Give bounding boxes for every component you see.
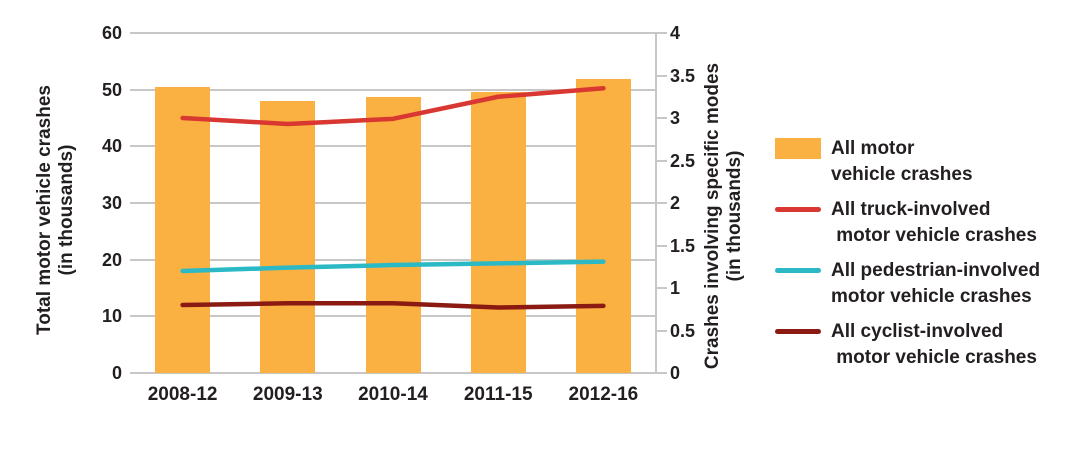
plot-area: 60 50 40 30 20 10 0 4 3.5 3 2.5 2 1.5 1 0.5 0 2008-12 200… [102,23,695,405]
bar-2010-14 [365,97,421,373]
legend-label-line: All pedestrian-involved [831,260,1041,281]
legend-swatch-bar_orange [775,138,821,159]
legend-label-line: motor vehicle crashes [831,286,1032,307]
left-axis-tick-label: 60 [101,23,122,43]
legend-swatch-line_red [775,207,821,212]
legend-swatch-line_cyan [775,268,821,273]
x-axis-label-2009-13: 2009-13 [252,384,323,405]
legend-label-2: All pedestrian-involved motor vehicle cra… [831,258,1040,310]
right-axis-tick-label: 3 [670,108,681,128]
line-series-layer [180,86,606,310]
x-axis-label-2012-16: 2012-16 [568,384,639,405]
line-line_cyan [180,259,606,274]
right-axis-tick [656,372,667,374]
gridline [130,372,656,374]
right-axis-tick-label: 4 [670,23,681,43]
right-axis-tick-label: 0.5 [670,320,696,341]
right-axis-title-line2: (in thousands) [724,150,745,282]
bar-2012-16 [575,78,631,373]
legend-item-1: All truck-involved motor vehicle crashes [775,197,1040,249]
bar-2008-12 [155,86,211,373]
gridline [130,88,656,91]
legend-label-line: All truck-involved [831,199,991,220]
legend-label-line: All cyclist-involved [831,321,1004,342]
left-axis-tick-label: 20 [101,249,122,270]
left-axis-tick-label: 10 [101,306,122,327]
legend-item-3: All cyclist-involved motor vehicle crash… [775,319,1040,371]
legend-swatch-line_dark_red [775,329,821,334]
right-axis-tick [656,117,667,119]
chart-legend: All motor vehicle crashes All truck-involv… [775,136,1040,380]
x-axis-label-2008-12: 2008-12 [147,384,218,405]
right-axis-tick-label: 2.5 [670,150,696,171]
x-axis-label-2011-15: 2011-15 [463,384,533,405]
legend-label-line: vehicle crashes [831,164,973,185]
legend-label-0: All motor vehicle crashes [831,136,973,188]
left-axis-title: Total motor vehicle crashes (in thousand… [34,40,78,380]
right-axis-tick [656,159,667,162]
right-axis-tick [656,287,667,289]
x-axis-label-2010-14: 2010-14 [358,384,428,405]
left-axis-tick-label: 50 [101,79,122,100]
line-line_red [180,86,606,127]
left-axis-tick-label: 0 [111,363,122,383]
right-axis-tick-label: 1 [670,278,681,298]
legend-item-2: All pedestrian-involved motor vehicle cra… [775,258,1040,310]
legend-label-line: All motor [831,138,915,159]
right-axis-tick-label: 3.5 [670,65,696,86]
left-axis-tick-label: 30 [101,193,122,213]
gridline [130,32,656,34]
left-axis-tick-label: 40 [101,136,122,157]
legend-label-line: motor vehicle crashes [831,225,1037,246]
legend-label-line: motor vehicle crashes [831,347,1037,368]
legend-label-3: All cyclist-involved motor vehicle crash… [831,319,1037,371]
left-axis-title-line1: Total motor vehicle crashes [34,85,55,335]
bar-2009-13 [260,101,316,373]
right-axis-tick [656,329,667,332]
right-axis-tick [656,74,667,77]
right-axis-tick [656,32,667,34]
legend-label-1: All truck-involved motor vehicle crashes [831,197,1037,249]
bar-2011-15 [470,91,526,373]
right-axis-tick-label: 0 [670,363,681,383]
line-line_dark_red [180,301,606,310]
right-axis-tick-label: 1.5 [670,235,696,256]
right-axis-tick [656,202,667,204]
legend-item-0: All motor vehicle crashes [775,136,1040,188]
right-axis-tick [656,244,667,247]
left-axis-title-line2: (in thousands) [56,144,77,276]
right-axis-tick-label: 2 [670,193,681,213]
